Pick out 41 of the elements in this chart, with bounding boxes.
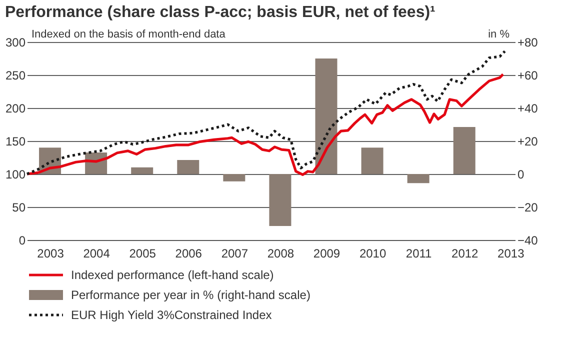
legend-label: Indexed performance (left-hand scale): [71, 268, 274, 282]
x-tick-label: 2005: [129, 246, 156, 260]
x-tick-label: 2008: [267, 246, 294, 260]
x-tick-label: 2011: [406, 246, 432, 260]
line-series: [26, 50, 506, 176]
x-tick-label: 2003: [37, 246, 64, 260]
x-tick-label: 2006: [175, 246, 202, 260]
bar: [453, 126, 476, 174]
x-tick-label: 2004: [83, 246, 110, 260]
y2-tick-label: +40: [518, 102, 538, 116]
bar: [131, 167, 154, 174]
y2-tick-label: +80: [518, 36, 538, 50]
x-tick-label: 2013: [498, 246, 525, 260]
legend-label: Performance per year in % (right-hand scale): [71, 288, 310, 302]
x-tick-label: 2012: [452, 246, 479, 260]
bar: [269, 174, 292, 226]
y2-tick-label: −20: [518, 200, 538, 214]
y2-tick-label: −40: [518, 234, 538, 248]
x-tick-label: 2007: [221, 246, 248, 260]
chart-title: Performance (share class P-acc; basis EUR, net of fees)¹: [4, 4, 436, 21]
y-tick-label: 200: [5, 102, 26, 116]
y2-tick-label: 0: [518, 168, 524, 182]
y2-tick-label: +20: [518, 134, 538, 148]
bar: [223, 174, 246, 182]
bar: [177, 160, 200, 174]
y-axis-title: Indexed on the basis of month-end data: [32, 28, 226, 40]
y-tick-label: 50: [12, 200, 26, 214]
y2-tick-label: +60: [518, 68, 538, 82]
y-tick-label: 100: [5, 168, 26, 182]
x-tick-label: 2010: [359, 246, 386, 260]
x-tick-label: 2009: [313, 246, 340, 260]
y2-axis-title: in %: [488, 28, 510, 40]
y-tick-label: 250: [5, 68, 26, 82]
bar: [361, 148, 384, 174]
bar: [315, 58, 338, 174]
legend-label: EUR High Yield 3%Constrained Index: [71, 308, 272, 322]
y-tick-label: 150: [5, 134, 26, 148]
y-tick-label: 0: [18, 234, 26, 248]
bar: [407, 174, 430, 184]
y-tick-label: 300: [5, 36, 26, 50]
line-series: [26, 73, 504, 176]
